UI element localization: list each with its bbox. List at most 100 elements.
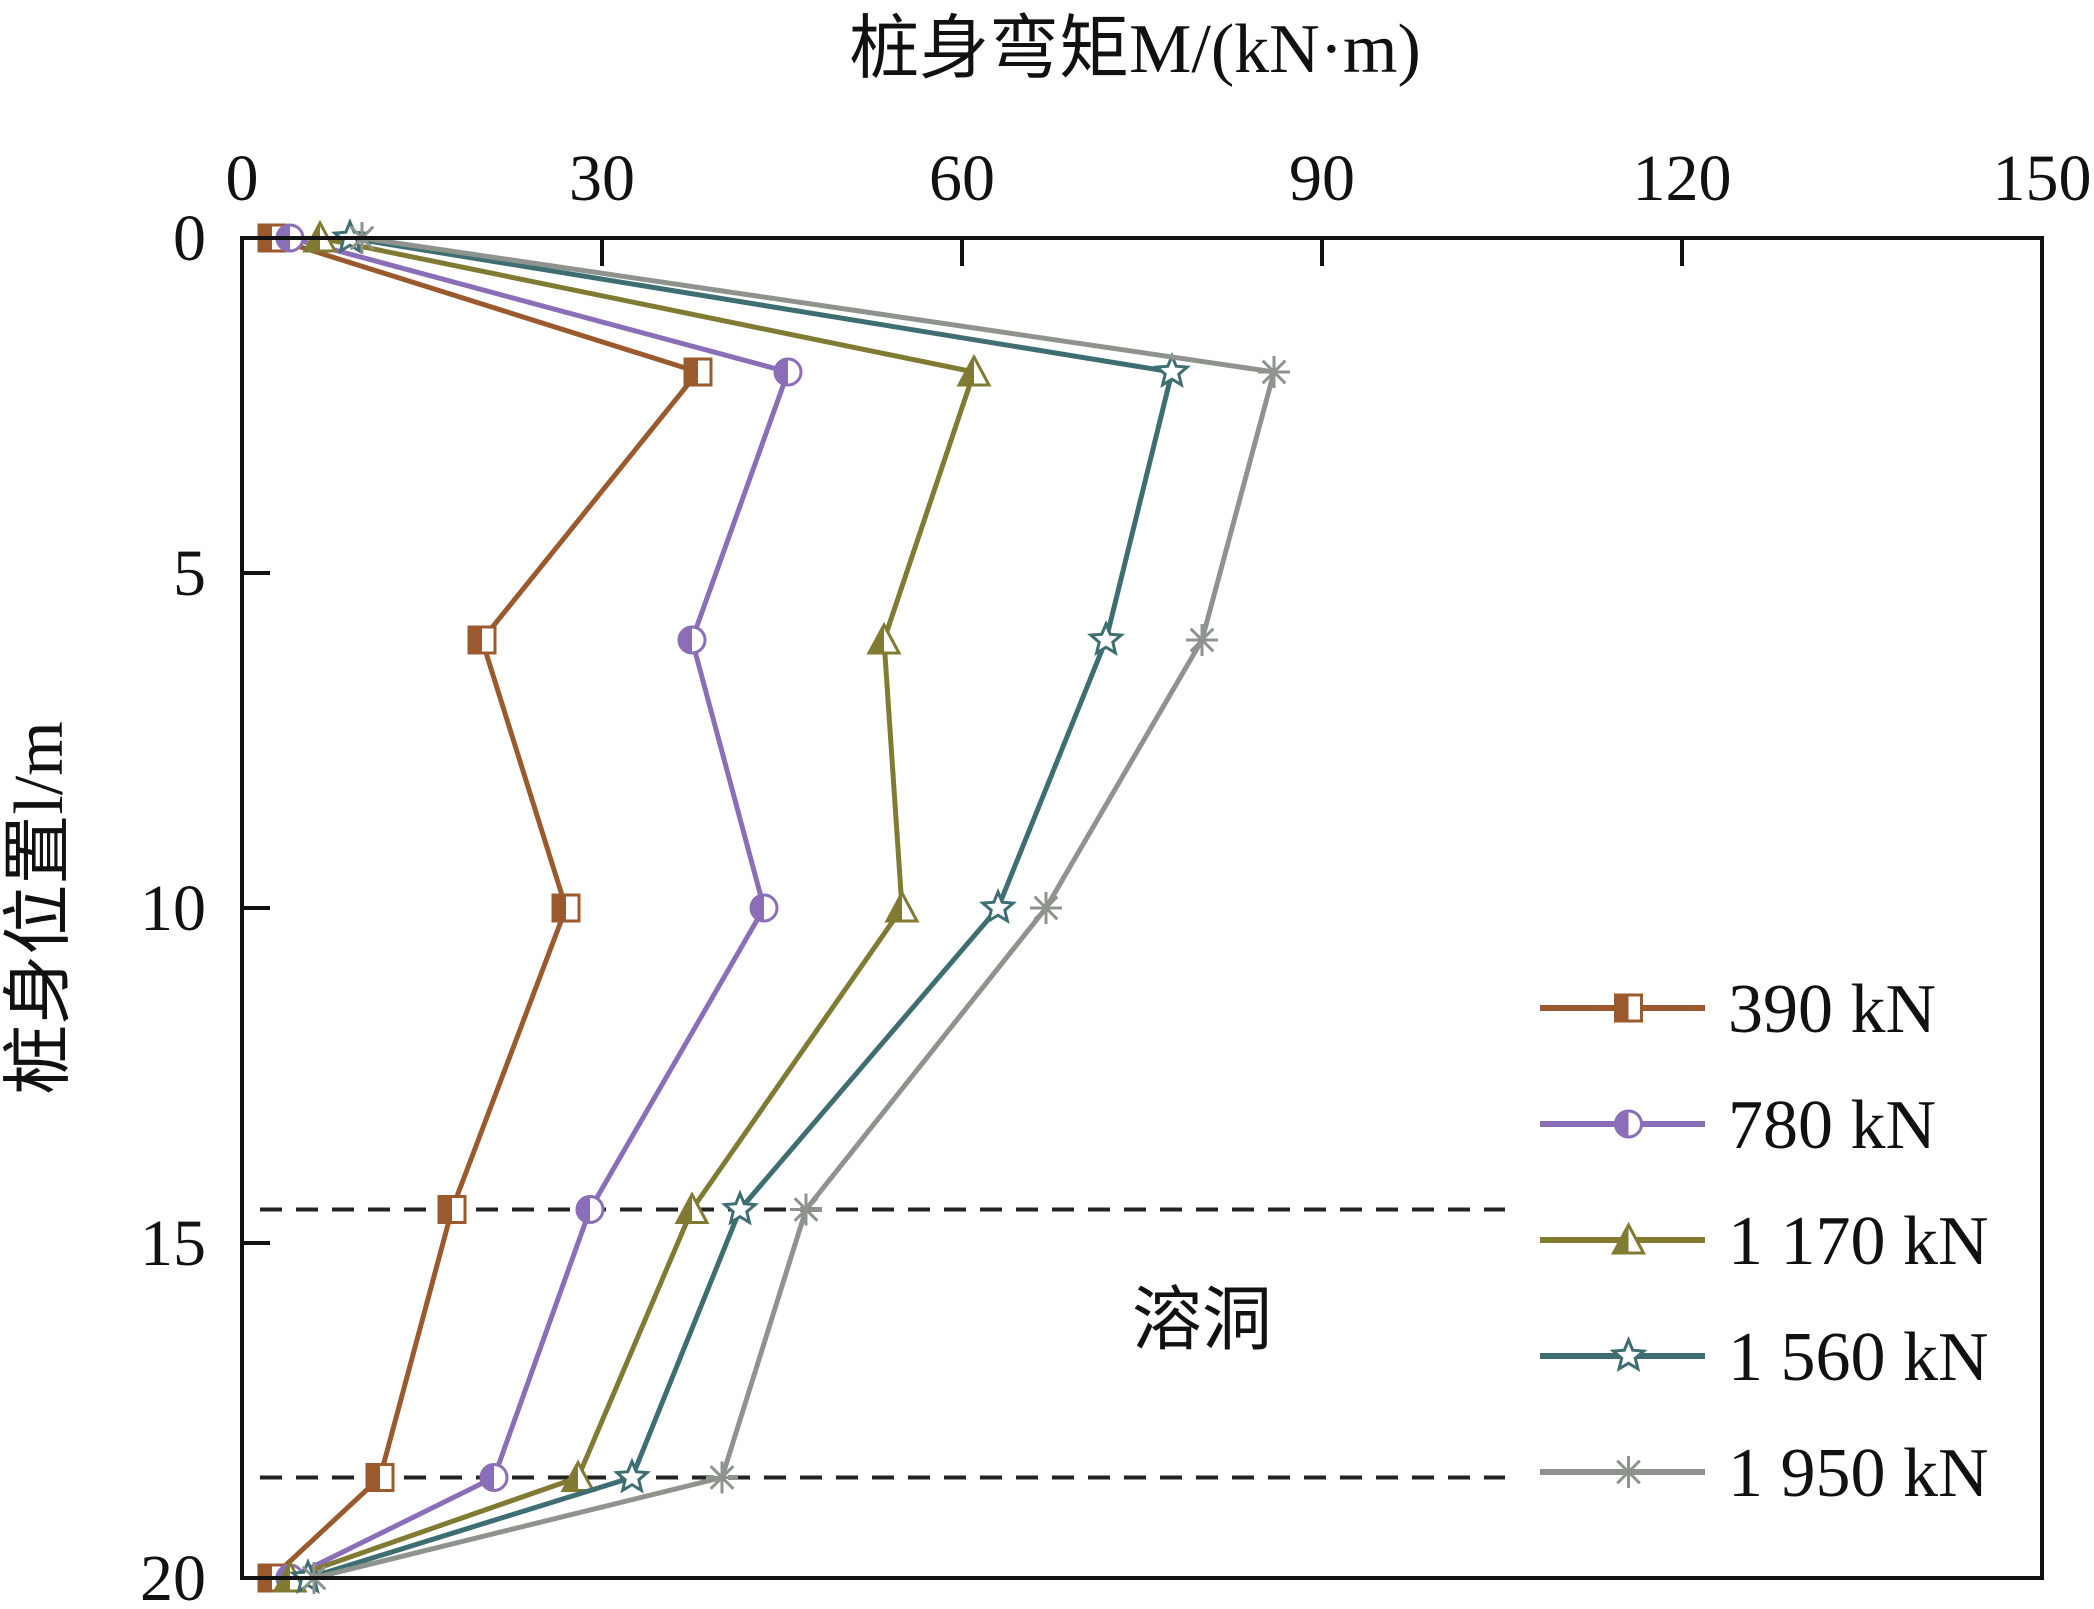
data-point	[674, 1191, 710, 1224]
x-axis-title: 桩身弯矩M/(kN·m)	[849, 11, 1421, 88]
marker-outline	[1609, 1336, 1648, 1373]
legend-item: 1 560 kN	[1540, 1319, 1989, 1396]
y-tick-label: 20	[140, 1542, 206, 1609]
tick-labels: 0 30 60 90 120 150 0 5 10 15 20	[140, 142, 2092, 1609]
series-4	[298, 222, 1290, 1594]
data-point	[575, 1195, 605, 1224]
marker-fill	[751, 895, 764, 921]
series-1	[275, 223, 803, 1593]
legend: 390 kN 780 kN 1 170 kN 1 560 kN 1 950 kN	[1540, 971, 1989, 1512]
cavity-annotation: 溶洞	[1132, 1283, 1272, 1360]
legend-marker	[1614, 1109, 1643, 1139]
data-point	[613, 1457, 651, 1494]
marker-fill	[1615, 1111, 1629, 1137]
marker-fill	[1613, 1225, 1629, 1253]
marker-stroke	[1033, 895, 1059, 921]
y-tick-label: 5	[173, 537, 206, 610]
marker-fill	[439, 1196, 452, 1223]
legend-label: 1 560 kN	[1728, 1319, 1989, 1396]
legend-marker	[1610, 1221, 1647, 1255]
plot-frame	[240, 236, 2044, 1580]
series-3	[289, 218, 1191, 1595]
marker-fill	[677, 1194, 692, 1223]
marker-outline	[1153, 352, 1191, 389]
legend-label: 1 950 kN	[1728, 1435, 1989, 1512]
marker-fill	[887, 893, 902, 921]
series-2	[272, 219, 992, 1593]
data-point	[721, 1189, 759, 1226]
annotations: 溶洞	[1132, 1283, 1272, 1360]
data-point	[467, 625, 497, 655]
x-tick-label: 60	[929, 142, 995, 215]
data-point	[551, 893, 581, 923]
data-point	[749, 893, 779, 923]
series-layer	[257, 218, 1290, 1595]
marker-stroke	[1189, 627, 1215, 653]
data-point	[437, 1195, 467, 1224]
reference-lines	[260, 1207, 1505, 1480]
data-point	[706, 1461, 738, 1494]
y-tick-label: 15	[140, 1207, 206, 1280]
marker-fill	[775, 359, 788, 385]
y-tick-label: 0	[173, 202, 206, 275]
series-0	[257, 223, 713, 1593]
legend-marker	[1609, 1336, 1648, 1373]
marker-stroke	[793, 1197, 819, 1222]
data-point	[790, 1193, 822, 1226]
marker-fill	[577, 1196, 590, 1223]
data-point	[1030, 892, 1062, 924]
legend-label: 390 kN	[1728, 971, 1936, 1048]
data-point	[979, 888, 1017, 925]
marker-outline	[979, 888, 1017, 925]
series-line	[288, 235, 791, 1581]
marker-fill	[367, 1464, 380, 1491]
x-tick-label: 30	[569, 142, 635, 215]
series-line	[313, 235, 1277, 1581]
legend-item: 390 kN	[1540, 971, 1936, 1048]
data-point	[683, 357, 713, 387]
data-point	[1153, 352, 1191, 389]
legend-label: 1 170 kN	[1728, 1203, 1989, 1280]
marker-fill	[481, 1464, 494, 1491]
marker-stroke	[709, 1465, 735, 1490]
x-tick-label: 150	[1993, 142, 2092, 215]
data-point	[365, 1463, 395, 1492]
legend-marker	[1614, 993, 1643, 1023]
legend-item: 780 kN	[1540, 1087, 1936, 1164]
series-line	[270, 235, 701, 1580]
data-point	[1087, 620, 1125, 657]
marker-fill	[553, 895, 566, 921]
data-point	[884, 889, 920, 923]
marker-stroke	[1261, 359, 1287, 385]
series-line	[289, 235, 977, 1581]
marker-fill	[469, 627, 482, 653]
legend-item: 1 950 kN	[1540, 1435, 1989, 1512]
data-point	[773, 357, 803, 387]
y-axis-title: 桩身位置l/m	[1, 721, 78, 1094]
legend-label: 780 kN	[1728, 1087, 1936, 1164]
marker-fill	[563, 1462, 578, 1491]
data-point	[677, 625, 707, 655]
marker-outline	[721, 1189, 759, 1226]
data-point	[1258, 356, 1290, 388]
marker-fill	[959, 357, 974, 385]
legend-item: 1 170 kN	[1540, 1203, 1989, 1280]
x-tick-label: 0	[226, 142, 259, 215]
marker-outline	[1087, 620, 1125, 657]
x-tick-label: 90	[1289, 142, 1355, 215]
marker-fill	[869, 625, 884, 653]
data-point	[1186, 624, 1218, 656]
marker-fill	[679, 627, 692, 653]
data-point	[560, 1459, 596, 1492]
legend-marker	[1612, 1456, 1645, 1488]
data-point	[956, 353, 992, 387]
marker-fill	[685, 359, 698, 385]
marker-stroke	[1616, 1459, 1641, 1485]
y-tick-label: 10	[140, 872, 206, 945]
data-point	[479, 1463, 509, 1492]
data-point	[866, 621, 902, 655]
marker-outline	[613, 1457, 651, 1494]
marker-fill	[1615, 995, 1629, 1021]
